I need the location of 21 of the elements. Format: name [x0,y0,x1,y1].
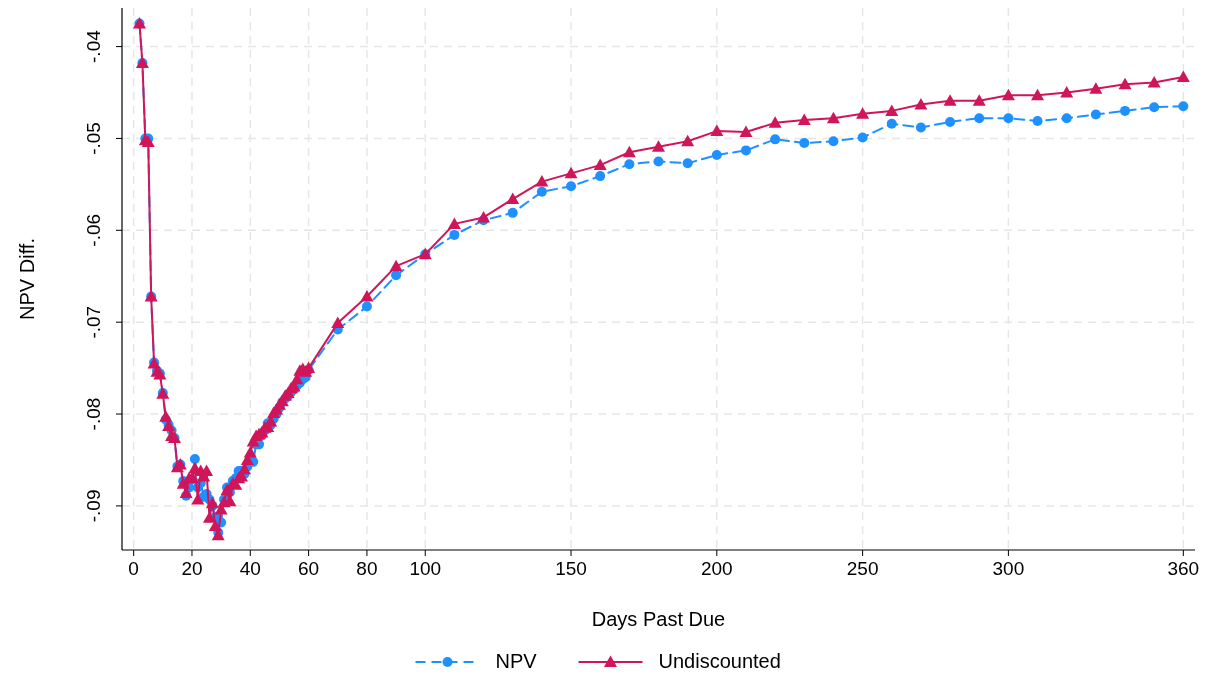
x-tick-label: 200 [700,558,733,579]
y-tick-label: -.05 [83,122,104,155]
x-tick-label: 360 [1167,558,1200,579]
y-tick-label: -.07 [83,305,104,339]
x-tick-label: 80 [356,558,378,579]
x-tick-label: 300 [992,558,1025,579]
x-tick-label: 150 [555,558,587,579]
x-axis-title: Days Past Due [591,608,726,630]
y-tick-label: -.06 [83,213,104,247]
legend-label: NPV [495,650,538,672]
y-tick-label: -.08 [83,397,104,431]
x-tick-label: 0 [128,558,139,579]
y-tick-label: -.09 [83,489,104,523]
x-tick-label: 250 [846,558,879,579]
x-tick-label: 40 [239,558,261,579]
x-tick-label: 60 [298,558,320,579]
y-axis-title: NPV Diff. [16,238,38,320]
legend-label: Undiscounted [658,650,781,672]
x-tick-label: 20 [181,558,203,579]
y-tick-label: -.04 [83,29,104,63]
x-tick-label: 100 [409,558,442,579]
